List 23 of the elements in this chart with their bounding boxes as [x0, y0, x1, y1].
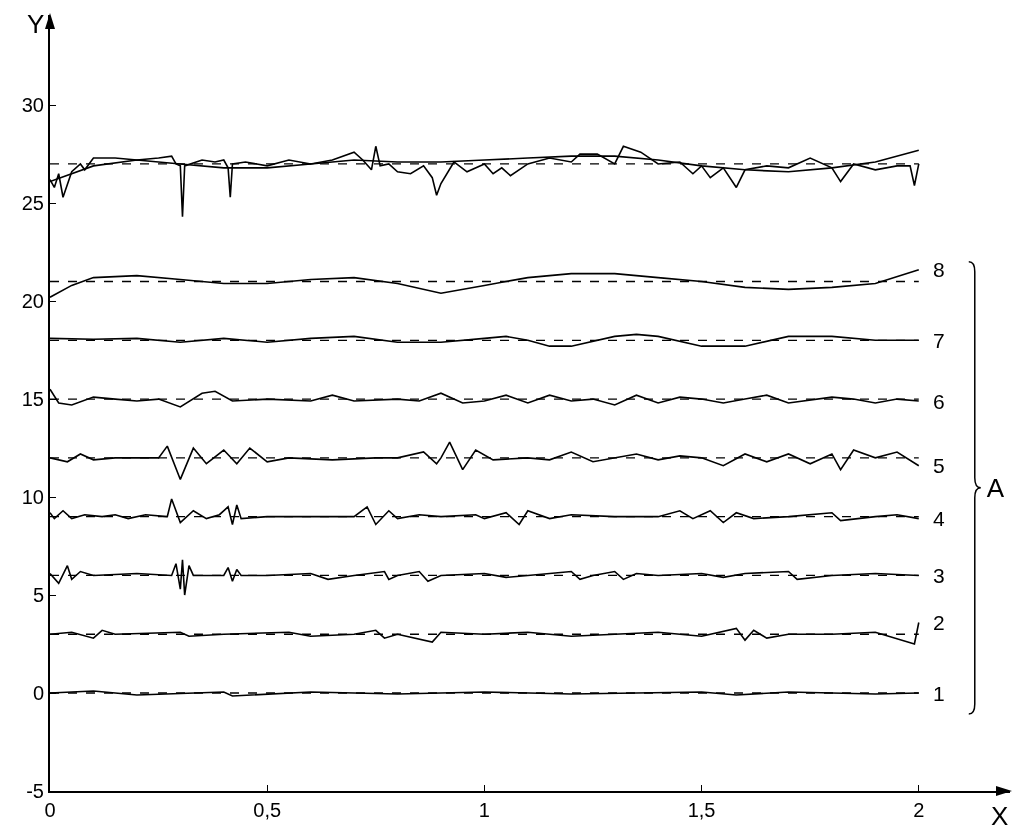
series-label: 5	[933, 454, 945, 477]
series-label: 3	[933, 564, 945, 587]
x-tick-label: 1	[478, 799, 490, 821]
y-tick-label: -5	[26, 780, 44, 802]
y-tick-label: 20	[21, 290, 44, 313]
y-tick-label: 15	[21, 388, 44, 411]
x-axis-title: X	[991, 801, 1009, 831]
x-tick-label: 0,5	[253, 799, 282, 821]
annotation: A	[986, 472, 1005, 503]
y-tick-label: 5	[32, 584, 44, 607]
series-label: 2	[933, 611, 945, 634]
y-tick-label: 25	[21, 192, 44, 215]
series-label: 7	[933, 329, 945, 352]
y-tick-label: 30	[21, 94, 44, 117]
y-tick-label: 10	[21, 486, 44, 509]
series-label: 8	[933, 258, 945, 281]
series-label: 4	[933, 507, 945, 530]
series-label: 1	[933, 682, 945, 705]
x-tick-label: 2	[913, 799, 925, 821]
y-tick-label: 0	[32, 682, 44, 705]
series-label: 6	[933, 390, 945, 413]
x-tick-label: 1,5	[687, 799, 716, 821]
y-axis-title: Y	[27, 9, 45, 39]
